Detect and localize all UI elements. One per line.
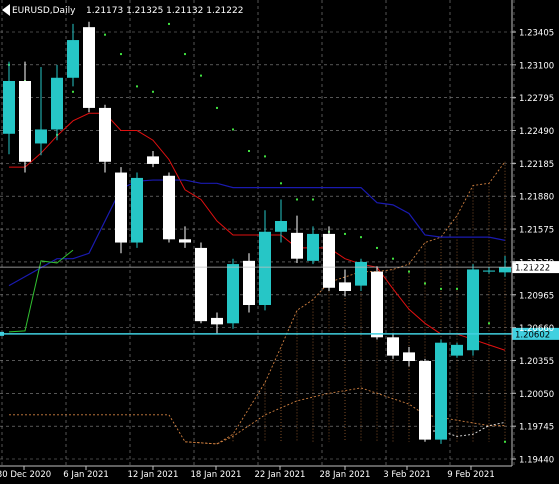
candle-body-bull: [67, 40, 79, 78]
y-tick-label: 1.20355: [519, 357, 554, 367]
green-dot: [376, 246, 378, 249]
candle-body-bear: [195, 247, 207, 322]
level-price-label: 1.20602: [515, 330, 550, 340]
candle-body-bull: [467, 269, 479, 351]
x-tick-label: 30 Dec 2020: [0, 470, 51, 480]
y-tick-label: 1.22490: [519, 127, 554, 137]
candle-body-bear: [323, 233, 335, 288]
green-dot: [72, 90, 74, 93]
green-dot: [216, 106, 218, 109]
green-dot: [248, 150, 250, 152]
green-dot: [360, 236, 362, 239]
candle-body-bear: [403, 352, 415, 361]
y-tick-label: 1.20965: [519, 291, 554, 301]
current-price-tag: [512, 261, 559, 274]
green-dot: [232, 128, 234, 131]
green-dot: [344, 232, 346, 235]
green-indicator-line: [8, 249, 74, 333]
green-dot: [312, 198, 314, 201]
candle-body-bear: [211, 317, 223, 325]
candle-body-bull: [35, 129, 47, 144]
y-tick-label: 1.22185: [519, 160, 554, 170]
price-levels: 1.21222 1.20602: [0, 261, 559, 340]
green-dot: [120, 53, 122, 56]
candle-body-bull: [3, 81, 15, 134]
green-dot: [504, 440, 506, 443]
x-tick-label: 3 Feb 2021: [383, 470, 431, 480]
ohlc-label: 1.21173 1.21325 1.21132 1.21222: [86, 6, 243, 16]
candle-body-bull: [307, 233, 319, 261]
blue-indicator-line: [8, 179, 506, 287]
x-tick-label: 22 Jan 2021: [255, 470, 306, 480]
y-tick-label: 1.23100: [519, 61, 554, 71]
candle-body-bull: [355, 261, 367, 286]
candle-body-bear: [339, 282, 351, 291]
red-indicator-line: [9, 112, 506, 351]
candle-body-bear: [387, 337, 399, 356]
candle-body-bear: [243, 260, 255, 305]
candle-body-bull: [227, 264, 239, 324]
candle-body-bear: [99, 107, 111, 162]
green-dot: [184, 53, 186, 56]
green-dot: [280, 182, 282, 185]
candle-body-bear: [83, 27, 95, 108]
y-tick-label: 1.23405: [519, 29, 554, 39]
candle-body-bear: [419, 361, 431, 440]
chart-header: EURUSD,Daily 1.21173 1.21325 1.21132 1.2…: [2, 4, 243, 16]
candle-body-bull: [259, 231, 271, 305]
candle-body-bull: [499, 267, 511, 273]
indicator-dots: [8, 22, 506, 443]
level-anchor: [0, 331, 4, 336]
green-dot: [296, 198, 298, 201]
candle-body-bull: [131, 177, 143, 243]
green-dot: [440, 287, 442, 290]
green-dot: [456, 287, 458, 290]
green-dot: [168, 22, 170, 25]
green-dot: [264, 155, 266, 158]
y-tick-label: 1.21575: [519, 226, 554, 236]
candle-body-bear: [371, 271, 383, 338]
green-dot: [488, 322, 490, 325]
green-dot: [136, 85, 138, 88]
y-tick-label: 1.20050: [519, 390, 554, 400]
candles: [3, 21, 511, 444]
green-dot: [392, 257, 394, 260]
y-tick-label: 1.19745: [519, 423, 554, 433]
x-tick-label: 18 Jan 2021: [191, 470, 242, 480]
candle-body-bull: [435, 342, 447, 440]
current-price-label: 1.21222: [515, 264, 550, 274]
y-tick-label: 1.20660: [519, 324, 554, 334]
y-tick-label: 1.22795: [519, 94, 554, 104]
green-dot: [424, 282, 426, 285]
candle-body-bear: [147, 156, 159, 164]
green-dot: [408, 270, 410, 273]
candle-body-bear: [179, 239, 191, 243]
green-dot: [152, 90, 154, 93]
candle-body-bull: [483, 270, 495, 272]
indicator-lines: [8, 112, 506, 351]
x-tick-label: 9 Feb 2021: [447, 470, 495, 480]
collapse-arrow-icon[interactable]: [2, 4, 10, 16]
symbol-label: EURUSD,Daily: [12, 6, 76, 16]
candle-body-bear: [19, 81, 31, 162]
x-tick-label: 12 Jan 2021: [128, 470, 179, 480]
green-dot: [104, 33, 106, 36]
envelope-bands: [9, 161, 506, 445]
y-tick-label: 1.21270: [519, 258, 554, 268]
candle-body-bull: [451, 344, 463, 356]
candle-body-bull: [275, 221, 287, 232]
candle-body-bear: [163, 175, 175, 240]
x-tick-label: 6 Jan 2021: [63, 470, 109, 480]
candle-body-bull: [51, 77, 63, 130]
green-dot: [200, 74, 202, 77]
y-tick-label: 1.21880: [519, 193, 554, 203]
level-price-tag: [512, 327, 559, 340]
y-tick-label: 1.19440: [519, 456, 554, 466]
candle-body-bear: [115, 172, 127, 243]
x-tick-label: 28 Jan 2021: [320, 470, 371, 480]
candle-body-bear: [291, 232, 303, 259]
